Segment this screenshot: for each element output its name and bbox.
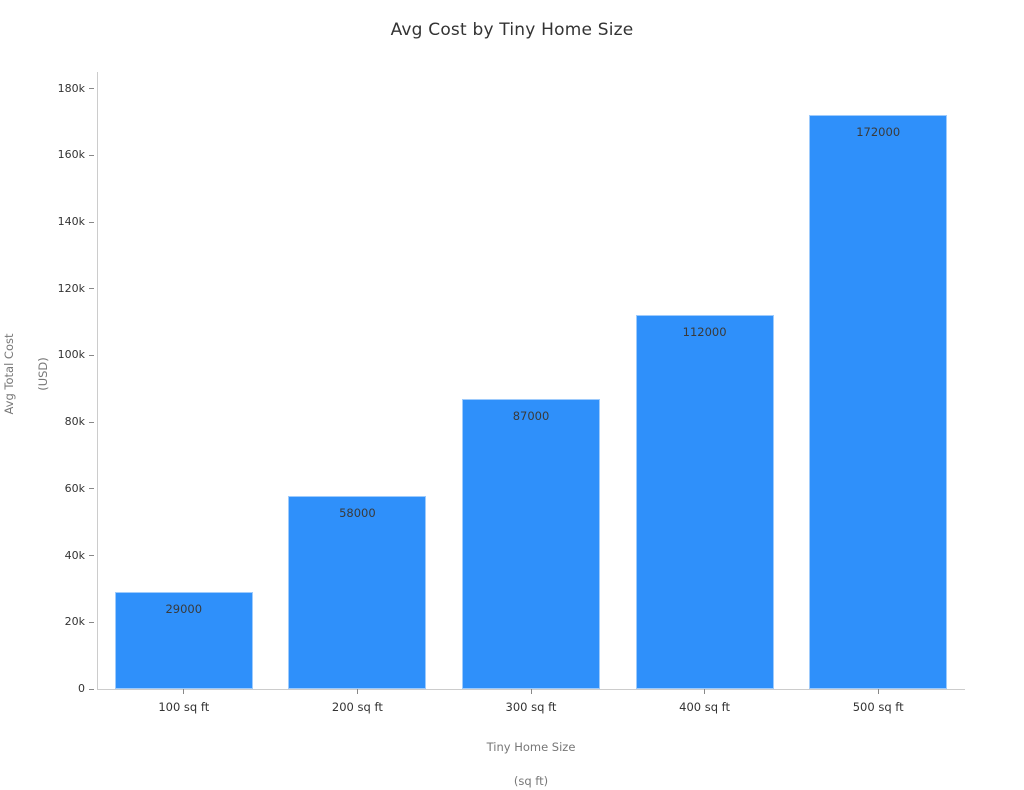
y-axis-tick-label: 60k [64, 481, 85, 495]
y-axis-tick-label: 0 [78, 682, 85, 695]
x-axis-tick-label: 400 sq ft [679, 700, 731, 714]
y-axis-line [97, 72, 98, 690]
y-axis-tick-label: 180k [57, 81, 85, 95]
x-axis-tick-label: 500 sq ft [852, 700, 904, 714]
y-axis-title-line1: Avg Total Cost [2, 333, 16, 415]
y-axis-tick-mark [89, 221, 94, 223]
bar[interactable]: 172000 [809, 115, 948, 689]
bar[interactable]: 58000 [288, 495, 427, 689]
y-axis-tick-mark [89, 354, 94, 356]
chart-title: Avg Cost by Tiny Home Size [390, 20, 634, 40]
y-axis-tick-mark [89, 488, 94, 490]
y-axis-tick-mark [89, 288, 94, 290]
y-axis-tick-mark [89, 154, 94, 156]
bar[interactable]: 112000 [635, 315, 774, 689]
x-axis-title-line1: Tiny Home Size [486, 740, 576, 754]
bar-value-label: 29000 [165, 602, 203, 617]
y-axis-tick-label: 140k [57, 215, 85, 229]
y-axis-tick-mark [89, 555, 94, 557]
chart-figure: Avg Cost by Tiny Home Size 0 20k 40k 60k 80k… [0, 20, 965, 788]
x-axis-tick-mark [356, 689, 358, 694]
x-axis-title-line2: (sq ft) [513, 774, 549, 788]
bar[interactable]: 87000 [461, 398, 600, 689]
y-axis-tick-label: 100k [57, 348, 85, 362]
bar-value-label: 172000 [856, 125, 901, 140]
x-axis-tick-mark [877, 689, 879, 694]
x-axis-tick-label: 200 sq ft [331, 700, 383, 714]
y-axis-tick-mark [89, 88, 94, 90]
x-axis-tick-mark [704, 689, 706, 694]
y-axis-tick-label: 80k [64, 415, 85, 429]
x-axis-title: Tiny Home Size (sq ft) [97, 722, 965, 790]
bar-value-label: 87000 [512, 408, 550, 423]
y-axis-tick-label: 20k [64, 615, 85, 629]
x-axis-tick-label: 100 sq ft [158, 700, 210, 714]
y-axis-tick-label: 160k [57, 148, 85, 162]
y-axis-tick-label: 120k [57, 281, 85, 295]
bar-value-label: 58000 [339, 505, 376, 520]
y-axis-title: Avg Total Cost (USD) [0, 294, 52, 454]
y-axis-tick-mark [89, 421, 94, 423]
y-axis-title-line2: (USD) [36, 357, 50, 391]
bar[interactable]: 29000 [114, 592, 253, 689]
y-axis-tick-label: 40k [64, 548, 85, 562]
bar-value-label: 112000 [682, 325, 727, 340]
y-axis-tick-mark [89, 688, 94, 690]
x-axis-tick-mark [183, 689, 185, 694]
y-axis-tick-mark [89, 621, 94, 623]
x-axis-tick-mark [530, 689, 532, 694]
x-axis-tick-label: 300 sq ft [505, 700, 557, 714]
